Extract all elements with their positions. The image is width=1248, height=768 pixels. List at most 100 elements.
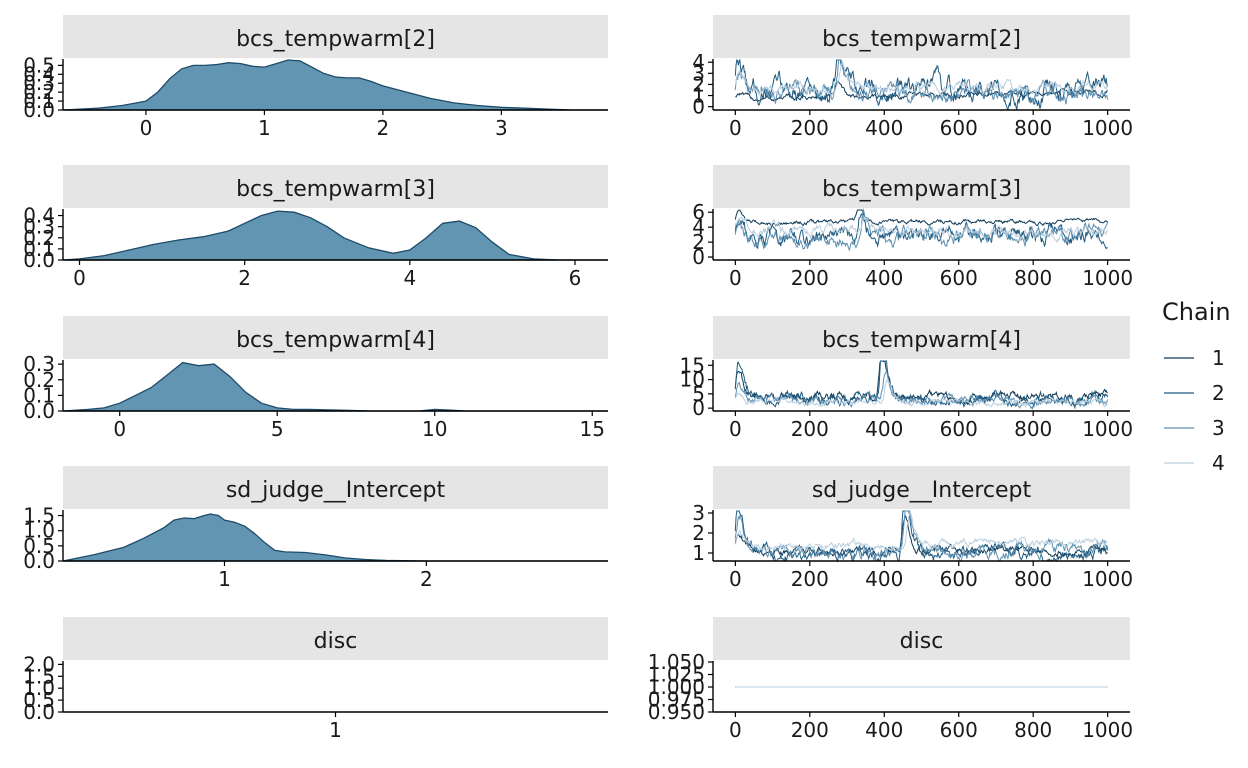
x-tick-label: 200 [791, 417, 829, 441]
y-tick-label: 0.0 [23, 549, 55, 573]
y-tick-label: 0 [692, 245, 705, 269]
legend-entry-1: 1 [1164, 346, 1225, 370]
y-tick-label: 0.5 [23, 688, 55, 712]
x-tick-label: 400 [865, 718, 903, 742]
density-area [62, 513, 608, 562]
y-tick-label: 0.0 [23, 248, 55, 272]
density-area [62, 361, 608, 412]
y-tick-label: 4 [692, 50, 705, 74]
y-tick-label: 1 [692, 541, 705, 565]
x-tick-label: 1000 [1082, 266, 1133, 290]
x-tick-label: 600 [940, 718, 978, 742]
legend-items: 1 2 3 4 [1164, 346, 1225, 475]
strip-background [63, 165, 608, 208]
legend-label: 4 [1212, 451, 1225, 475]
x-tick-label: 0 [729, 718, 742, 742]
y-tick-label: 0.3 [23, 352, 55, 376]
y-tick-label: 10 [680, 368, 705, 392]
panel-3: bcs_tempwarm[3] 0 2 4 6 0.00.10.20.30.4 [23, 165, 608, 290]
y-tick-label: 0.3 [23, 71, 55, 95]
y-tick-label: 0 [692, 95, 705, 119]
y-tick-label: 1.0 [23, 519, 55, 543]
x-tick-label: 800 [1014, 417, 1052, 441]
y-tick-label: 0.5 [23, 534, 55, 558]
x-tick-label: 0 [729, 266, 742, 290]
x-tick-label: 400 [865, 567, 903, 591]
y-tick-label: 0.975 [648, 688, 705, 712]
legend-entry-3: 3 [1164, 416, 1225, 440]
y-tick-label: 2 [692, 230, 705, 254]
legend-label: 2 [1212, 381, 1225, 405]
strip-background [713, 15, 1130, 58]
x-tick-label: 6 [569, 266, 582, 290]
x-tick-label: 600 [940, 116, 978, 140]
panel-title: bcs_tempwarm[3] [236, 177, 435, 202]
y-tick-label: 0.1 [23, 89, 55, 113]
y-tick-label: 1.000 [648, 675, 705, 699]
y-tick-label: 0.950 [648, 700, 705, 724]
x-tick-label: 400 [865, 417, 903, 441]
legend-title: Chain [1162, 298, 1231, 326]
x-tick-label: 1 [218, 567, 231, 591]
y-tick-label: 5 [692, 382, 705, 406]
y-tick-label: 1.050 [648, 650, 705, 674]
x-tick-label: 0 [73, 266, 86, 290]
x-tick-label: 5 [271, 417, 284, 441]
panel-1: bcs_tempwarm[2] 0 1 2 3 0.00.10.20.30.40.5 [23, 15, 608, 140]
x-tick-label: 0 [729, 116, 742, 140]
trace-line-chain-4 [734, 215, 1109, 244]
x-tick-label: 400 [865, 116, 903, 140]
trace-line-chain-1 [734, 514, 1108, 559]
y-tick-label: 3 [692, 501, 705, 525]
panel-title: disc [314, 629, 358, 654]
y-tick-label: 0.2 [23, 368, 55, 392]
x-tick-label: 0 [140, 116, 153, 140]
y-tick-label: 0.0 [23, 700, 55, 724]
density-area [62, 59, 608, 111]
panel-9: disc 1 0.00.51.01.52.0 [23, 617, 608, 742]
panel-title: bcs_tempwarm[4] [822, 328, 1021, 353]
strip-background [713, 466, 1130, 509]
strip-background [713, 165, 1130, 208]
legend-entry-2: 2 [1164, 381, 1225, 405]
x-tick-label: 2 [238, 266, 251, 290]
x-tick-label: 600 [940, 567, 978, 591]
panel-5: bcs_tempwarm[4] 0 5 10 15 0.00.10.20.3 [23, 316, 608, 441]
legend-label: 3 [1212, 416, 1225, 440]
y-tick-label: 0.2 [23, 226, 55, 250]
y-tick-label: 2 [692, 521, 705, 545]
x-tick-label: 200 [791, 718, 829, 742]
x-tick-label: 200 [791, 116, 829, 140]
trace-line-chain-2 [734, 360, 1109, 410]
x-tick-label: 400 [865, 266, 903, 290]
y-tick-label: 1.5 [23, 664, 55, 688]
strip-background [63, 617, 608, 660]
x-tick-label: 1 [258, 116, 271, 140]
y-tick-label: 4 [692, 215, 705, 239]
panels: bcs_tempwarm[2]0 1 2 30.00.10.20.30.40.5bcs… [23, 15, 1133, 742]
y-tick-label: 1.5 [23, 504, 55, 528]
y-tick-label: 0.2 [23, 80, 55, 104]
x-tick-label: 200 [791, 567, 829, 591]
y-tick-label: 0.3 [23, 215, 55, 239]
x-tick-label: 4 [403, 266, 416, 290]
y-tick-label: 1 [692, 84, 705, 108]
x-tick-label: 1000 [1082, 718, 1133, 742]
x-tick-label: 15 [580, 417, 605, 441]
strip-background [63, 466, 608, 509]
y-tick-label: 3 [692, 61, 705, 85]
y-tick-label: 15 [680, 353, 705, 377]
density-area [62, 210, 608, 261]
trace-line-chain-1 [734, 209, 1108, 227]
x-tick-label: 2 [377, 116, 390, 140]
panel-7: sd_judge__Intercept 1 2 0.00.51.01.5 [23, 466, 608, 591]
x-tick-label: 1000 [1082, 116, 1133, 140]
y-tick-label: 0.0 [23, 98, 55, 122]
x-tick-label: 800 [1014, 266, 1052, 290]
panel-title: disc [900, 629, 944, 654]
panel-10: disc 0 200 400 600 800 1000 0.9500.9751.0001.02… [648, 617, 1133, 742]
